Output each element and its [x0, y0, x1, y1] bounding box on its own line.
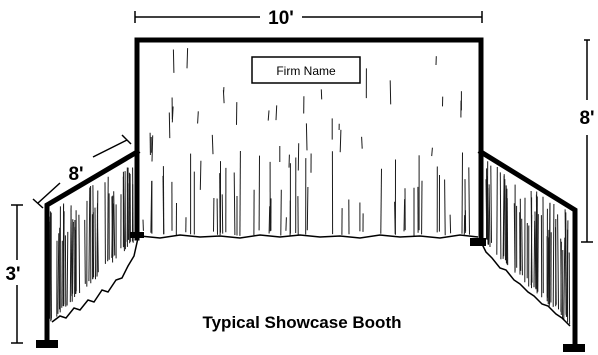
drape-fold	[66, 231, 69, 306]
drape-fold	[361, 136, 363, 149]
drape-fold	[339, 129, 342, 153]
drape-fold	[162, 175, 165, 235]
drape-fold	[566, 220, 569, 317]
drape-fold	[499, 172, 502, 260]
left-drape	[49, 167, 134, 322]
drape-fold	[239, 150, 241, 236]
back-frame	[134, 37, 484, 243]
drape-fold	[533, 220, 536, 288]
back-drape	[142, 48, 470, 236]
drape-fold	[534, 211, 537, 289]
drape-fold	[461, 152, 463, 234]
drape-fold	[267, 110, 270, 121]
drape-fold	[488, 184, 491, 248]
right-frame	[477, 148, 578, 351]
back-height-dimension	[581, 39, 593, 243]
side-depth-label: 8'	[68, 164, 83, 185]
drape-fold	[504, 179, 506, 261]
width-label: 10'	[268, 8, 294, 29]
firm-name-label: Firm Name	[276, 64, 336, 78]
drape-fold	[113, 191, 116, 256]
drape-fold	[403, 199, 406, 232]
drape-fold	[563, 237, 566, 321]
drape-fold	[111, 196, 114, 263]
drape-fold	[486, 161, 489, 240]
drape-fold	[394, 201, 396, 235]
drape-fold	[547, 229, 550, 305]
drape-fold	[560, 238, 562, 316]
drape-fold	[306, 186, 309, 231]
drape-fold	[126, 167, 129, 242]
firm-name-sign	[251, 56, 361, 84]
drape-fold	[171, 106, 174, 123]
drape-fold	[535, 194, 538, 294]
drape-fold	[389, 80, 392, 105]
drape-fold	[233, 172, 236, 236]
foot-back-right	[470, 238, 486, 246]
drape-fold	[552, 203, 555, 307]
drape-fold	[172, 49, 175, 73]
right-drape-hem	[479, 239, 571, 327]
drape-fold	[485, 179, 488, 240]
drape-fold	[78, 214, 81, 294]
drape-fold	[211, 134, 214, 155]
drape-fold	[431, 147, 433, 157]
drape-fold	[221, 194, 224, 234]
foot-front-right	[563, 344, 585, 352]
drape-fold	[96, 190, 99, 277]
drape-fold	[380, 168, 382, 234]
left-drape-hem	[51, 237, 139, 323]
drape-fold	[548, 202, 551, 307]
drape-fold	[84, 219, 86, 284]
drape-fold	[69, 205, 72, 303]
diagram-caption: Typical Showcase Booth	[202, 313, 401, 332]
foot-front-left	[36, 340, 58, 348]
drape-fold	[305, 123, 308, 151]
drape-fold	[537, 214, 539, 292]
side-depth-dimension	[32, 134, 132, 209]
drape-fold	[506, 198, 509, 266]
drape-fold	[557, 214, 559, 310]
drape-fold	[285, 217, 287, 231]
drape-fold	[88, 187, 91, 282]
right-drape	[485, 161, 571, 325]
drape-fold	[57, 233, 60, 314]
drape-fold	[555, 227, 557, 305]
back-drape-hem	[139, 234, 479, 239]
drape-fold	[168, 112, 171, 139]
drape-fold	[496, 166, 498, 255]
drape-fold	[74, 219, 76, 294]
drape-fold	[502, 175, 505, 259]
drape-fold	[280, 189, 282, 236]
drape-fold	[199, 160, 202, 190]
drape-fold	[61, 240, 63, 308]
drape-fold	[490, 165, 492, 243]
width-dimension	[134, 11, 483, 23]
side-height-dimension	[11, 204, 23, 344]
drape-fold	[151, 135, 154, 162]
drape-fold	[268, 206, 271, 234]
side-height-label: 3'	[5, 264, 20, 285]
drape-fold	[94, 207, 96, 280]
drape-fold	[150, 180, 153, 233]
foot-back-left	[130, 232, 144, 238]
drape-fold	[521, 218, 523, 276]
drape-fold	[107, 176, 109, 262]
drape-fold	[186, 48, 189, 69]
booth-frame	[44, 37, 578, 351]
drape-fold	[565, 212, 567, 317]
drape-fold	[71, 219, 74, 302]
drape-fold	[513, 203, 516, 273]
back-height-label: 8'	[579, 108, 594, 129]
left-frame	[44, 148, 141, 345]
drape-fold	[122, 171, 125, 252]
drape-fold	[49, 216, 51, 319]
drape-fold	[468, 167, 470, 235]
drape-fold	[275, 105, 278, 121]
drape-fold	[449, 214, 452, 234]
drape-fold	[197, 111, 199, 124]
drape-fold	[132, 167, 134, 243]
drape-fold	[444, 179, 446, 236]
